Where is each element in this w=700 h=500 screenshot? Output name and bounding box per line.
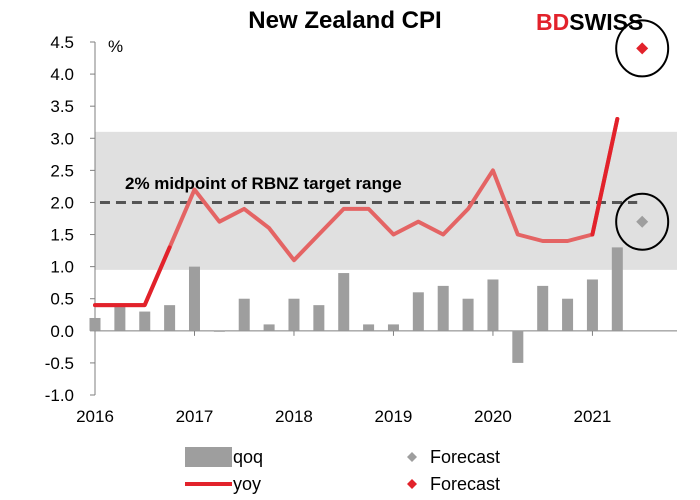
qoq-bar [387, 324, 399, 331]
y-tick-label: 2.0 [50, 193, 74, 212]
yoy-line [93, 117, 620, 308]
y-tick-label: 0.5 [50, 290, 74, 309]
legend-label: yoy [233, 474, 261, 494]
x-tick-label: 2020 [474, 407, 512, 426]
qoq-bar [164, 305, 176, 331]
brand-logo-bd: BD [536, 9, 569, 35]
x-tick-label: 2018 [275, 407, 313, 426]
x-tick-label: 2021 [574, 407, 612, 426]
midpoint-label: 2% midpoint of RBNZ target range [125, 174, 402, 193]
forecast-yoy-circle [615, 19, 670, 78]
yoy-line-highlight [93, 245, 172, 308]
y-tick-label: 4.0 [50, 65, 74, 84]
qoq-bar [562, 298, 574, 331]
y-tick-label: 3.0 [50, 129, 74, 148]
target-range-band [95, 131, 677, 270]
qoq-bar [537, 285, 549, 331]
y-tick-label: 3.5 [50, 97, 74, 116]
y-tick-label: 1.5 [50, 226, 74, 245]
qoq-bar [238, 298, 250, 331]
yoy-line-highlight [590, 117, 620, 237]
qoq-bar [288, 298, 300, 331]
qoq-bar [263, 324, 275, 331]
y-axis-unit: % [108, 37, 123, 56]
chart-title: New Zealand CPI [248, 7, 441, 34]
qoq-bar [213, 330, 225, 332]
x-tick-label: 2016 [76, 407, 114, 426]
forecast-qoq-marker [636, 215, 649, 228]
qoq-bar [487, 279, 499, 331]
qoq-bar [462, 298, 474, 331]
y-tick-label: -0.5 [45, 354, 74, 373]
forecast-qoq-circle [615, 192, 670, 251]
legend-label: Forecast [430, 447, 500, 467]
y-tick-label: 0.0 [50, 322, 74, 341]
legend-forecast-swatch [407, 479, 417, 489]
legend-qoq-swatch [185, 447, 232, 467]
legend-label: qoq [233, 447, 263, 467]
x-tick-label: 2017 [176, 407, 214, 426]
y-tick-label: -1.0 [45, 386, 74, 405]
qoq-bar [89, 317, 101, 331]
y-tick-label: 4.5 [50, 33, 74, 52]
qoq-bar [412, 292, 424, 331]
qoq-bar [313, 305, 325, 331]
y-tick-label: 1.0 [50, 258, 74, 277]
qoq-bar [338, 273, 350, 331]
x-tick-label: 2019 [375, 407, 413, 426]
qoq-bar [188, 266, 200, 331]
qoq-bar [437, 285, 449, 331]
qoq-bar [139, 311, 151, 331]
legend-label: Forecast [430, 474, 500, 494]
brand-logo: BDSWISS [536, 9, 643, 35]
qoq-bar [512, 330, 524, 363]
qoq-bar [611, 247, 623, 331]
y-tick-label: 2.5 [50, 161, 74, 180]
qoq-bar [114, 305, 126, 331]
forecast-yoy-marker [636, 42, 649, 55]
legend-forecast-swatch [407, 452, 417, 462]
qoq-bar [363, 324, 375, 331]
qoq-bar [586, 279, 598, 331]
